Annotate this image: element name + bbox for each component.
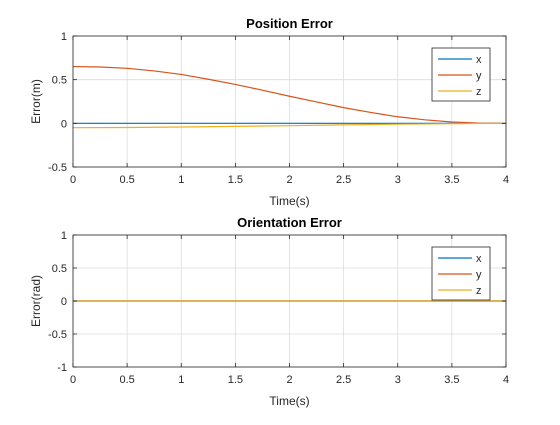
chart-2-x-tick-label: 2.5: [336, 374, 351, 386]
chart-1-y-tick-label: 1: [61, 31, 67, 43]
chart-1-x-tick-label: 2.5: [336, 174, 351, 186]
chart-1-legend-label-y: y: [476, 70, 482, 82]
chart-2-y-axis-label: Error(rad): [29, 275, 43, 327]
chart-2-x-tick-label: 3: [395, 374, 401, 386]
chart-2-legend-label-y: y: [476, 269, 482, 281]
chart-1-x-tick-label: 3.5: [444, 174, 459, 186]
chart-2-x-axis-label: Time(s): [269, 394, 309, 408]
chart-1-x-axis-label: Time(s): [269, 194, 309, 208]
chart-2-x-tick-label: 1: [178, 374, 184, 386]
chart-2-x-tick-label: 3.5: [444, 374, 459, 386]
chart-1-y-axis-label: Error(m): [29, 79, 43, 124]
chart-2-x-tick-label: 4: [503, 374, 509, 386]
chart-1-x-tick-label: 2: [286, 174, 292, 186]
chart-2-y-tick-label: 0: [61, 296, 67, 308]
chart-2-title: Orientation Error: [237, 215, 342, 230]
chart-1-x-tick-label: 4: [503, 174, 509, 186]
chart-1-series-z-line: [72, 122, 507, 129]
chart-2-y-tick-label: -0.5: [48, 329, 67, 341]
chart-1-y-tick-label: -0.5: [48, 162, 67, 174]
chart-2-y-tick-label: -1: [57, 362, 67, 374]
chart-2-x-tick-label: 0: [70, 374, 76, 386]
chart-2-y-tick-label: 0.5: [52, 263, 67, 275]
chart-2-legend-label-z: z: [476, 285, 482, 297]
chart-1-x-tick-label: 0.5: [119, 174, 134, 186]
chart-1-x-tick-label: 3: [395, 174, 401, 186]
chart-2-legend-label-x: x: [476, 253, 482, 265]
chart-2-x-tick-label: 1.5: [228, 374, 243, 386]
chart-1-y-tick-label: 0: [61, 118, 67, 130]
chart-1-series-y-line: [72, 65, 507, 124]
chart-1-x-tick-label: 0: [70, 174, 76, 186]
chart-2-y-tick-label: 1: [61, 230, 67, 242]
chart-1-legend-label-z: z: [476, 86, 482, 98]
chart-1-x-tick-label: 1.5: [228, 174, 243, 186]
chart-1-y-tick-label: 0.5: [52, 75, 67, 87]
chart-2-x-tick-label: 0.5: [119, 374, 134, 386]
chart-1-title: Position Error: [246, 16, 333, 31]
chart-1-x-tick-label: 1: [178, 174, 184, 186]
chart-1-legend-label-x: x: [476, 54, 482, 66]
chart-2-x-tick-label: 2: [286, 374, 292, 386]
